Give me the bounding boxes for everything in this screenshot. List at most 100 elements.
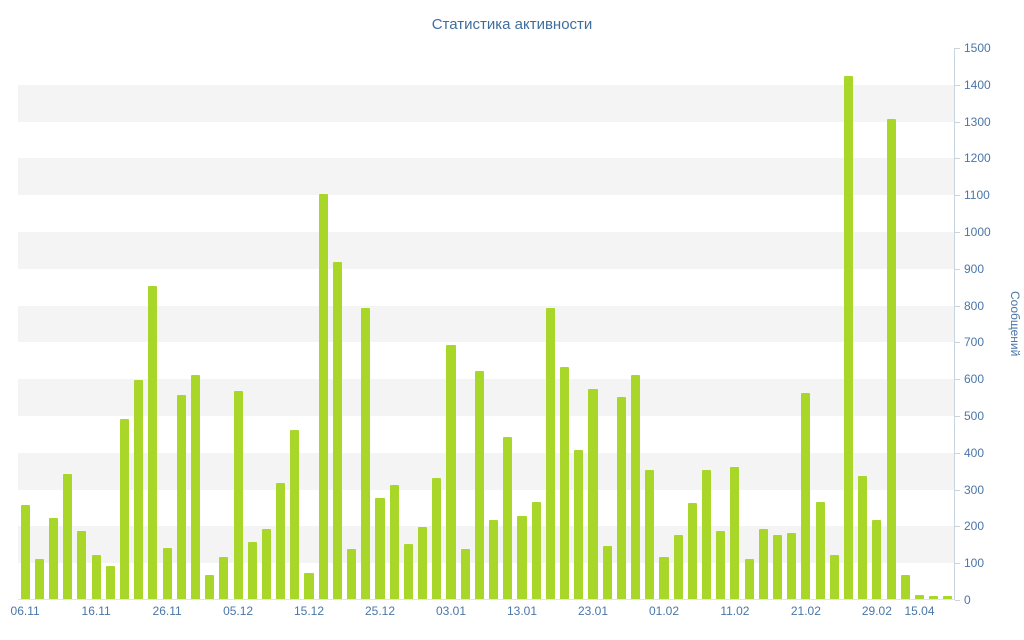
y-tick-mark — [955, 452, 960, 454]
bar-33 — [489, 519, 499, 599]
bar-26 — [389, 484, 399, 599]
bar-47 — [687, 503, 697, 599]
y-tick-mark — [955, 158, 960, 160]
bar-30 — [446, 345, 456, 599]
bar-43 — [631, 374, 641, 599]
bar-64 — [929, 596, 939, 599]
y-tick-label: 300 — [964, 482, 985, 497]
y-tick-mark — [955, 342, 960, 344]
y-tick-mark — [955, 268, 960, 270]
y-tick-label: 1300 — [964, 114, 991, 129]
y-axis-title-text: Сообщений — [1008, 291, 1022, 357]
y-tick-label: 200 — [964, 519, 985, 534]
y-tick-label: 500 — [964, 409, 985, 423]
bar-17 — [261, 529, 271, 599]
chart-title: Статистика активности — [431, 16, 593, 33]
y-tick-label: 1200 — [964, 151, 991, 166]
bar-32 — [474, 370, 484, 599]
bar-10 — [162, 547, 172, 599]
bar-14 — [219, 556, 229, 599]
y-tick-label: 800 — [964, 298, 985, 313]
bar-60 — [872, 519, 882, 599]
y-tick-label: 700 — [964, 335, 985, 350]
bar-4 — [77, 530, 87, 599]
bar-15 — [233, 391, 243, 599]
grid-band — [18, 158, 954, 196]
bar-57 — [829, 554, 839, 599]
bar-12 — [190, 374, 201, 599]
y-tick-label: 1400 — [964, 77, 991, 92]
bar-28 — [418, 527, 428, 599]
x-tick-label: 21.02 — [790, 604, 821, 618]
bar-8 — [134, 380, 144, 599]
bar-42 — [616, 396, 626, 599]
bar-3 — [63, 473, 73, 599]
bar-19 — [290, 429, 300, 599]
bar-0 — [20, 505, 30, 599]
bar-23 — [347, 549, 357, 599]
bar-7 — [119, 418, 130, 599]
bar-29 — [432, 477, 442, 599]
y-tick-label: 100 — [964, 556, 985, 571]
y-tick-mark — [955, 489, 960, 491]
bar-36 — [531, 501, 541, 599]
bar-44 — [645, 470, 655, 599]
x-tick-label: 01.02 — [648, 604, 680, 618]
y-tick-label: 1100 — [964, 188, 990, 203]
y-tick-label: 900 — [964, 261, 985, 276]
x-tick-label: 25.12 — [364, 604, 396, 618]
bar-52 — [758, 529, 768, 599]
bar-61 — [886, 118, 896, 599]
plot-area — [18, 48, 955, 600]
bar-53 — [772, 534, 783, 599]
y-tick-mark — [955, 416, 960, 417]
bands-layer — [18, 48, 954, 599]
bar-51 — [744, 558, 754, 599]
y-tick-mark — [955, 600, 960, 601]
bar-18 — [276, 483, 286, 599]
x-tick-label: 15.12 — [293, 604, 325, 618]
bar-63 — [914, 595, 925, 599]
x-tick-label: 26.11 — [152, 604, 182, 618]
grid-band — [18, 305, 954, 343]
y-tick-mark — [955, 526, 960, 528]
bar-11 — [176, 394, 186, 599]
bar-2 — [48, 518, 59, 599]
bar-9 — [148, 286, 158, 599]
bar-49 — [716, 530, 726, 599]
y-tick-mark — [955, 232, 960, 233]
y-tick-mark — [955, 121, 960, 123]
bar-6 — [105, 565, 115, 599]
x-tick-label: 13.01 — [506, 604, 538, 618]
grid-band — [18, 379, 954, 416]
x-tick-label: 15.04 — [904, 604, 935, 618]
grid-band — [18, 232, 954, 269]
bar-13 — [205, 575, 215, 599]
x-tick-label: 06.11 — [10, 604, 40, 618]
bar-62 — [900, 575, 910, 599]
bar-48 — [702, 470, 712, 599]
x-tick-label: 16.11 — [81, 604, 111, 618]
y-tick-label: 1500 — [964, 41, 991, 55]
bar-39 — [574, 450, 584, 599]
bar-22 — [332, 262, 342, 599]
x-tick-label: 03.01 — [435, 604, 467, 618]
bar-34 — [503, 437, 513, 599]
y-tick-mark — [955, 379, 960, 381]
bar-24 — [361, 308, 371, 599]
bar-54 — [787, 532, 797, 599]
x-tick-label: 29.02 — [861, 604, 892, 618]
x-axis: 06.11 16.11 26.11 05.12 15.12 25.12 03.01 13.01… — [11, 604, 955, 624]
bar-40 — [588, 389, 598, 599]
y-tick-label: 400 — [964, 445, 985, 460]
bar-31 — [460, 549, 470, 599]
bar-16 — [247, 542, 257, 599]
bar-35 — [517, 516, 527, 599]
x-tick-label: 23.01 — [577, 604, 609, 618]
y-tick-mark — [955, 48, 960, 49]
bar-1 — [34, 558, 44, 599]
bar-65 — [943, 596, 953, 599]
bar-20 — [304, 573, 314, 599]
y-tick-label: 600 — [964, 372, 985, 387]
